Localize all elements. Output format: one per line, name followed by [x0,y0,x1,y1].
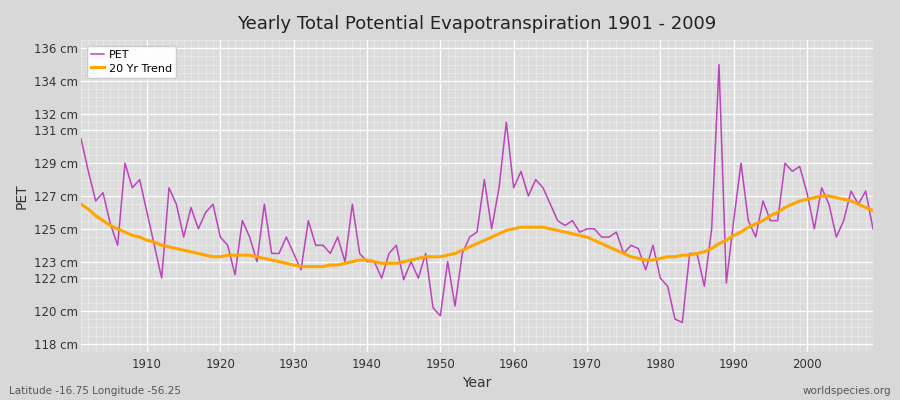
20 Yr Trend [346,259,357,264]
PET [508,185,519,190]
20 Yr Trend [604,244,615,249]
X-axis label: Year: Year [463,376,491,390]
PET [501,120,512,124]
Title: Yearly Total Potential Evapotranspiration 1901 - 2009: Yearly Total Potential Evapotranspiratio… [238,15,716,33]
20 Yr Trend [868,208,878,213]
PET [597,235,608,240]
20 Yr Trend [816,194,827,198]
20 Yr Trend [295,264,306,269]
Line: 20 Yr Trend: 20 Yr Trend [81,196,873,267]
PET [134,177,145,182]
20 Yr Trend [303,264,314,269]
20 Yr Trend [516,225,526,230]
Y-axis label: PET: PET [14,183,29,209]
20 Yr Trend [508,226,519,231]
PET [868,226,878,231]
Text: worldspecies.org: worldspecies.org [803,386,891,396]
PET [295,268,306,272]
PET [76,136,86,141]
Legend: PET, 20 Yr Trend: PET, 20 Yr Trend [86,46,176,78]
20 Yr Trend [134,235,145,240]
Line: PET: PET [81,65,873,322]
PET [339,259,350,264]
PET [714,62,724,67]
PET [677,320,688,325]
20 Yr Trend [76,202,86,207]
Text: Latitude -16.75 Longitude -56.25: Latitude -16.75 Longitude -56.25 [9,386,181,396]
